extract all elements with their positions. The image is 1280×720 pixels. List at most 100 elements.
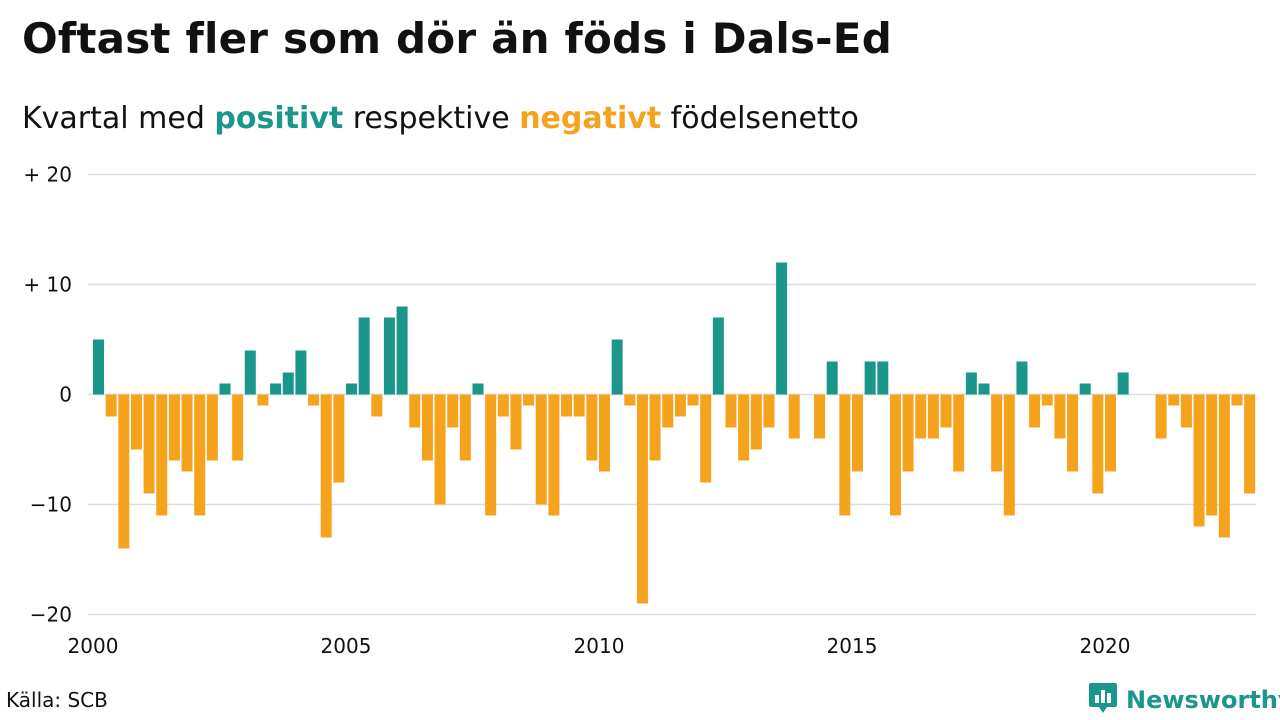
bar-negative — [257, 394, 269, 406]
subtitle-positive-word: positivt — [214, 101, 344, 136]
bar-negative — [156, 394, 168, 516]
chart-subtitle: Kvartal med positivt respektive negativt… — [22, 101, 859, 136]
bar-negative — [168, 394, 180, 461]
bar-negative — [434, 394, 446, 505]
bar-negative — [1155, 394, 1167, 439]
x-tick-label: 2015 — [827, 634, 878, 658]
bar-negative — [1168, 394, 1180, 406]
bar-positive — [295, 350, 307, 395]
bar-negative — [232, 394, 244, 461]
bar-negative — [548, 394, 560, 516]
x-tick-label: 2000 — [68, 634, 119, 658]
x-tick-label: 2020 — [1080, 634, 1131, 658]
x-tick-label: 2010 — [574, 634, 625, 658]
bar-negative — [371, 394, 383, 417]
bar-negative — [725, 394, 737, 428]
bar-positive — [1117, 372, 1129, 395]
bar-negative — [447, 394, 459, 428]
bar-negative — [1218, 394, 1230, 538]
bar-positive — [358, 317, 370, 395]
bar-negative — [750, 394, 762, 450]
bar-positive — [611, 339, 623, 395]
bar-negative — [953, 394, 965, 472]
bar-negative — [143, 394, 155, 494]
bar-negative — [1029, 394, 1041, 428]
bar-negative — [599, 394, 610, 472]
bar-negative — [409, 394, 421, 428]
bar-positive — [346, 383, 357, 395]
bar-positive — [776, 262, 788, 395]
bar-positive — [219, 383, 231, 395]
bar-negative — [308, 394, 320, 406]
subtitle-suffix: födelsenetto — [661, 101, 859, 136]
bar-negative — [561, 394, 573, 417]
bar-negative — [194, 394, 206, 516]
bar-negative — [991, 394, 1003, 472]
bar-negative — [573, 394, 585, 417]
bar-negative — [915, 394, 927, 439]
bar-negative — [333, 394, 345, 483]
brand-name: Newsworthy — [1126, 686, 1280, 714]
bar-positive — [282, 372, 294, 395]
bar-negative — [1041, 394, 1053, 406]
bar-positive — [877, 361, 889, 395]
y-tick-label: 0 — [59, 383, 72, 407]
bar-negative — [674, 394, 686, 417]
bar-negative — [839, 394, 851, 516]
source-note: Källa: SCB — [6, 688, 108, 712]
bar-negative — [1206, 394, 1218, 516]
subtitle-negative-word: negativt — [519, 101, 662, 136]
bars — [93, 262, 1256, 604]
bar-positive — [383, 317, 395, 395]
bar-negative — [788, 394, 800, 439]
bar-negative — [130, 394, 142, 450]
bar-negative — [738, 394, 750, 461]
bar-positive — [826, 361, 838, 395]
bar-negative — [510, 394, 522, 450]
bar-negative — [763, 394, 775, 428]
chart-title: Oftast fler som dör än föds i Dals-Ed — [22, 14, 892, 63]
bar-negative — [1067, 394, 1079, 472]
bar-positive — [712, 317, 724, 395]
y-axis-ticks: + 20 + 10 0 −10 −20 — [23, 163, 72, 627]
bar-negative — [105, 394, 117, 417]
bar-negative — [1193, 394, 1205, 527]
x-axis-ticks: 2000 2005 2010 2015 2020 — [68, 634, 1131, 658]
bar-negative — [485, 394, 497, 516]
bar-negative — [421, 394, 433, 461]
bar-negative — [1244, 394, 1256, 494]
bar-negative — [181, 394, 193, 472]
bar-negative — [687, 394, 699, 406]
bar-negative — [535, 394, 547, 505]
bar-positive — [396, 306, 408, 395]
bar-positive — [472, 383, 484, 395]
bar-negative — [523, 394, 535, 406]
bar-negative — [459, 394, 471, 461]
bar-positive — [1016, 361, 1028, 395]
bar-positive — [270, 383, 282, 395]
bar-negative — [700, 394, 712, 483]
bar-negative — [814, 394, 826, 439]
y-tick-label: + 10 — [23, 273, 72, 297]
bar-negative — [1054, 394, 1066, 439]
bar-positive — [978, 383, 990, 395]
bar-negative — [624, 394, 636, 406]
bar-negative — [927, 394, 939, 439]
bar-negative — [1180, 394, 1192, 428]
bar-negative — [1003, 394, 1015, 516]
bar-negative — [662, 394, 674, 428]
bar-negative — [889, 394, 901, 516]
bar-negative — [1092, 394, 1104, 494]
y-tick-label: −10 — [30, 493, 72, 517]
subtitle-middle: respektive — [343, 101, 520, 136]
bar-negative — [649, 394, 661, 461]
bar-positive — [244, 350, 256, 395]
bar-negative — [206, 394, 218, 461]
subtitle-prefix: Kvartal med — [22, 101, 215, 136]
bar-negative — [940, 394, 952, 428]
bar-negative — [320, 394, 332, 538]
y-tick-label: −20 — [30, 603, 72, 627]
newsworthy-logo-icon — [1088, 681, 1118, 719]
bar-negative — [852, 394, 863, 472]
